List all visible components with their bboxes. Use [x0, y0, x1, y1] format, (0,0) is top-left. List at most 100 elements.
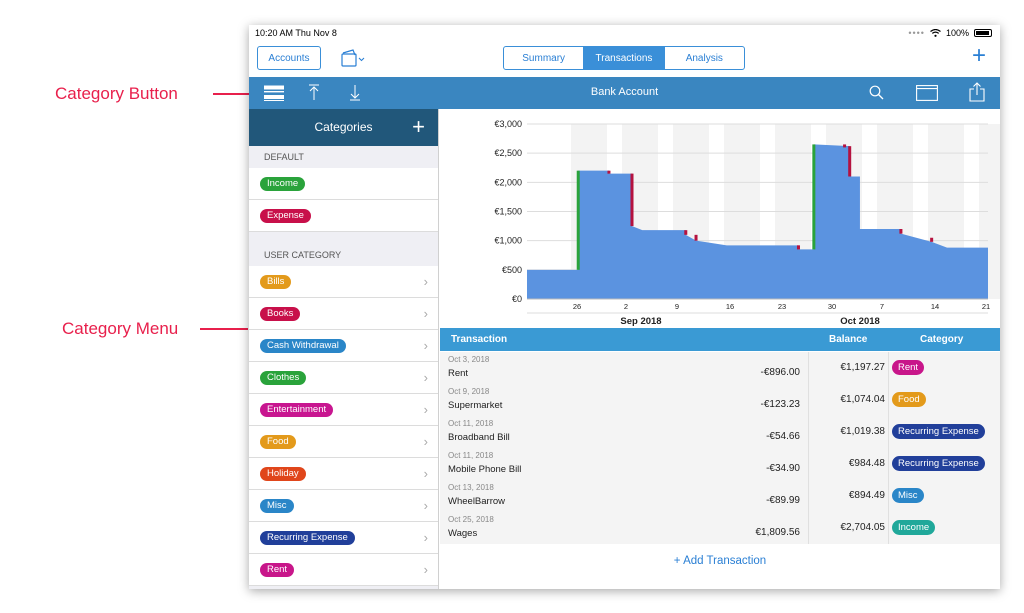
chevron-right-icon: › [423, 370, 428, 385]
main-content: €3,000 €2,500 €2,000 €1,500 €1,000 €500 €0 26 2 9… [440, 109, 1000, 589]
transaction-date: Oct 11, 2018 [448, 451, 494, 460]
signal-dots-icon: •••• [908, 28, 925, 38]
ipad-screen: 10:20 AM Thu Nov 8 •••• 100% Accounts Su… [249, 25, 1000, 589]
transaction-amount: -€34.90 [766, 463, 800, 474]
income-marker [812, 144, 816, 250]
table-row[interactable]: Oct 11, 2018 Mobile Phone Bill -€34.90 €984… [440, 448, 1000, 480]
window-icon[interactable] [916, 85, 938, 101]
transaction-name: Rent [448, 368, 469, 379]
balance-cell: €2,704.05 [809, 512, 889, 544]
transaction-category-pill: Misc [892, 488, 924, 503]
transaction-cell: Oct 3, 2018 Rent -€896.00 [440, 352, 809, 384]
share-icon[interactable] [969, 82, 985, 102]
category-row[interactable]: Cash Withdrawal › [249, 330, 438, 362]
transaction-name: WheelBarrow [448, 496, 506, 507]
category-row[interactable]: Bills › [249, 266, 438, 298]
transaction-date: Oct 11, 2018 [448, 419, 494, 428]
category-pill: Books [260, 307, 301, 321]
add-transaction-button[interactable]: + Add Transaction [673, 555, 767, 567]
x-tick-label: 7 [880, 302, 884, 311]
categories-header: Categories + [249, 109, 438, 146]
accounts-button[interactable]: Accounts [257, 46, 321, 70]
category-button[interactable] [264, 85, 284, 101]
expense-marker [684, 230, 688, 235]
transaction-balance: €984.48 [848, 458, 885, 469]
transaction-amount: -€123.23 [760, 399, 800, 410]
category-row[interactable]: Food › [249, 426, 438, 458]
transaction-name: Broadband Bill [448, 432, 510, 443]
x-tick-label: 9 [675, 302, 679, 311]
transaction-cell: Oct 25, 2018 Wages €1,809.56 [440, 512, 809, 544]
category-cell: Food [889, 384, 1000, 416]
table-row[interactable]: Oct 13, 2018 WheelBarrow -€89.99 €894.49 Mis… [440, 480, 1000, 512]
category-pill: Bills [260, 275, 292, 289]
table-row[interactable]: Oct 3, 2018 Rent -€896.00 €1,197.27 Rent [440, 352, 1000, 384]
transactions-table-header: Transaction Balance Category [440, 328, 1000, 351]
category-row[interactable]: Expense [249, 200, 438, 232]
category-row[interactable]: Misc › [249, 490, 438, 522]
status-time: 10:20 AM Thu Nov 8 [255, 28, 337, 38]
category-row[interactable]: Income [249, 168, 438, 200]
wallet-menu-button[interactable] [339, 47, 367, 74]
category-row[interactable]: Books › [249, 298, 438, 330]
balance-cell: €984.48 [809, 448, 889, 480]
tab-analysis[interactable]: Analysis [685, 52, 723, 64]
expense-marker [607, 170, 611, 174]
y-tick-label: €0 [512, 294, 522, 304]
y-tick-label: €1,500 [494, 207, 522, 217]
table-row[interactable]: Oct 11, 2018 Broadband Bill -€54.66 €1,019.… [440, 416, 1000, 448]
category-pill: Clothes [260, 371, 307, 385]
wifi-icon [930, 29, 941, 37]
transaction-date: Oct 3, 2018 [448, 355, 490, 364]
balance-chart: €3,000 €2,500 €2,000 €1,500 €1,000 €500 €0 26 2 9… [440, 109, 1000, 327]
transaction-amount: -€54.66 [766, 431, 800, 442]
category-row[interactable]: Holiday › [249, 458, 438, 490]
y-tick-label: €3,000 [494, 119, 522, 129]
add-category-button[interactable]: + [412, 114, 425, 139]
category-button-pointer [213, 93, 263, 95]
chevron-right-icon: › [423, 274, 428, 289]
category-cell: Rent [889, 352, 1000, 384]
transaction-amount: -€89.99 [766, 495, 800, 506]
sort-descending-icon[interactable] [349, 84, 361, 101]
x-tick-label: 14 [931, 302, 939, 311]
category-row[interactable]: Clothes › [249, 362, 438, 394]
category-pill: Recurring Expense [260, 531, 355, 545]
search-icon[interactable] [869, 85, 884, 100]
user-section-header: USER CATEGORY [264, 250, 342, 260]
y-tick-label: €2,500 [494, 148, 522, 158]
transaction-balance: €2,704.05 [840, 522, 886, 533]
nav-bar: Accounts Summary Transactions Analysis + [249, 41, 1000, 77]
chevron-right-icon: › [423, 466, 428, 481]
x-tick-label: 23 [778, 302, 786, 311]
expense-marker [796, 245, 800, 250]
transaction-balance: €1,197.27 [840, 362, 886, 373]
transaction-name: Mobile Phone Bill [448, 464, 522, 475]
status-bar: 10:20 AM Thu Nov 8 •••• 100% [249, 25, 1000, 41]
x-tick-label: 30 [828, 302, 836, 311]
category-cell: Income [889, 512, 1000, 544]
table-row[interactable]: Oct 25, 2018 Wages €1,809.56 €2,704.05 Incom… [440, 512, 1000, 544]
category-row[interactable]: Recurring Expense › [249, 522, 438, 554]
view-segmented-control: Summary Transactions Analysis [503, 46, 745, 70]
x-tick-label: 2 [624, 302, 628, 311]
tab-summary[interactable]: Summary [504, 47, 585, 69]
transaction-cell: Oct 13, 2018 WheelBarrow -€89.99 [440, 480, 809, 512]
category-row[interactable]: Rent › [249, 554, 438, 586]
category-pill: Holiday [260, 467, 306, 481]
add-account-button[interactable]: + [971, 42, 986, 69]
sort-ascending-icon[interactable] [308, 84, 320, 101]
transaction-category-pill: Rent [892, 360, 925, 375]
transaction-cell: Oct 9, 2018 Supermarket -€123.23 [440, 384, 809, 416]
transaction-category-pill: Food [892, 392, 926, 407]
transaction-category-pill: Recurring Expense [892, 424, 985, 439]
chevron-right-icon: › [423, 402, 428, 417]
table-row[interactable]: Oct 9, 2018 Supermarket -€123.23 €1,074.04 F… [440, 384, 1000, 416]
default-section-header: DEFAULT [264, 152, 304, 162]
tab-transactions[interactable]: Transactions [584, 47, 665, 69]
chevron-right-icon: › [423, 530, 428, 545]
category-row[interactable]: Entertainment › [249, 394, 438, 426]
x-tick-label: 26 [573, 302, 581, 311]
balance-cell: €1,074.04 [809, 384, 889, 416]
transaction-name: Supermarket [448, 400, 503, 411]
